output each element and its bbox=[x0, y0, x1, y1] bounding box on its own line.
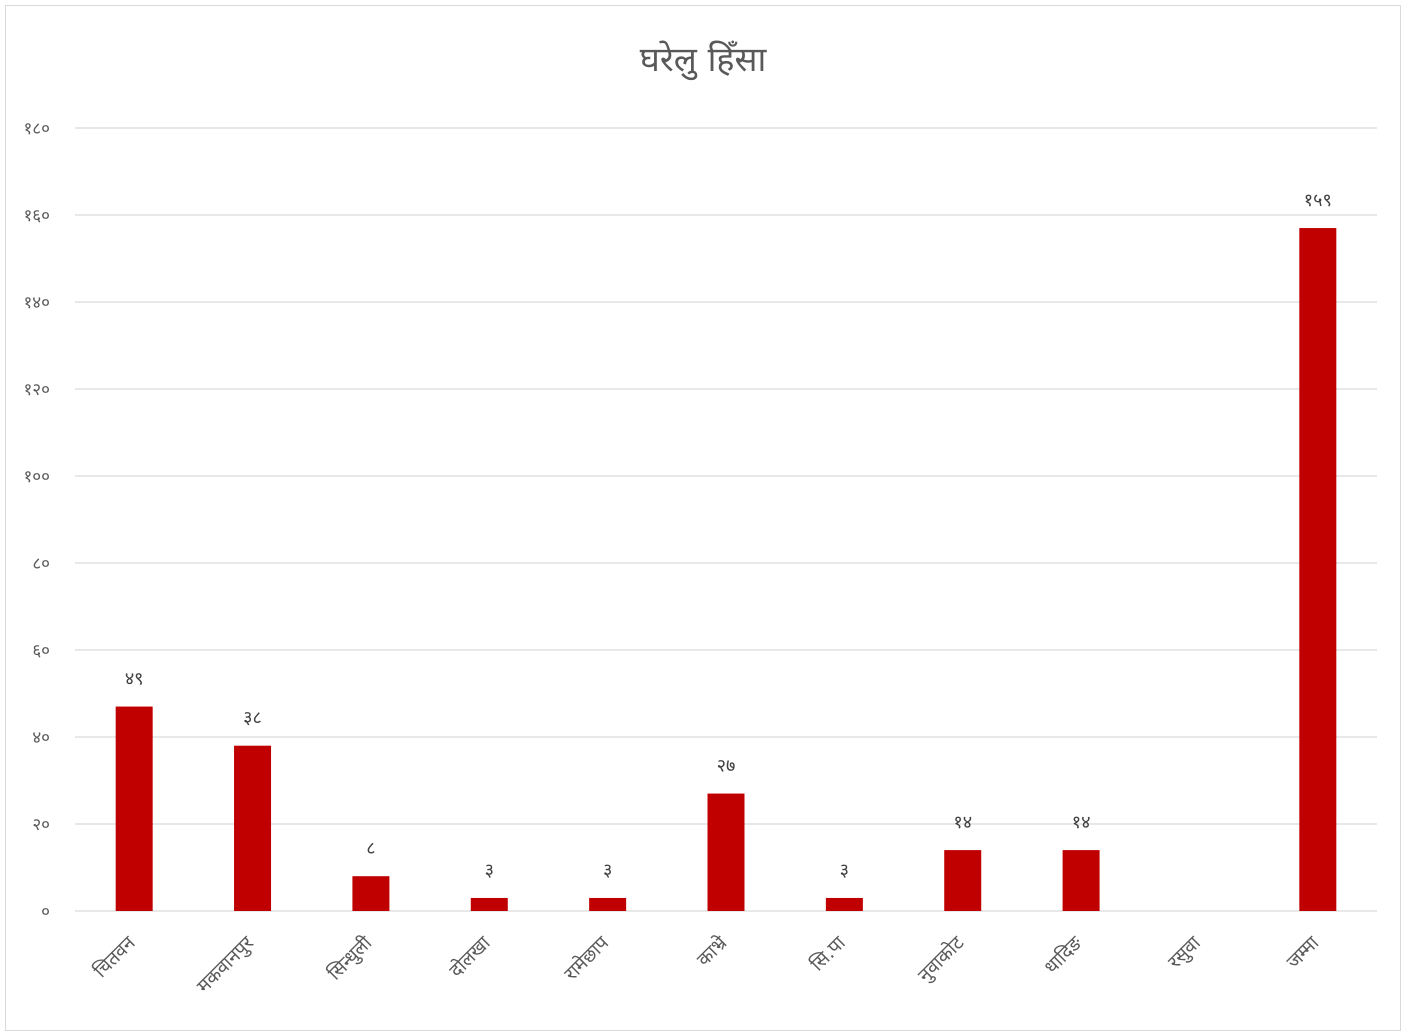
y-axis-tick-labels: ० २० ४० ६० ८० १०० १२० १४० १६० १८० bbox=[23, 119, 50, 922]
data-label: ३ bbox=[485, 860, 494, 881]
y-tick-label: २० bbox=[32, 815, 50, 835]
chart-title: घरेलु हिँसा bbox=[640, 40, 768, 81]
x-tick-label: रामेछाप bbox=[559, 930, 614, 985]
x-axis-tick-labels: चितवन मकवानपुर सिन्धुली दोलखा रामेछाप काभ्रे स… bbox=[89, 930, 1324, 998]
x-tick-label: सि.पा bbox=[806, 931, 851, 976]
data-label: ८ bbox=[366, 838, 375, 859]
y-tick-label: ८० bbox=[32, 554, 50, 574]
data-label: ३ bbox=[840, 860, 849, 881]
x-tick-label: धादिङ bbox=[1039, 931, 1087, 979]
data-label: ४९ bbox=[125, 669, 144, 690]
bar bbox=[707, 793, 745, 911]
bar bbox=[234, 745, 272, 911]
x-tick-label: काभ्रे bbox=[692, 931, 732, 971]
bar bbox=[825, 897, 863, 911]
bar bbox=[352, 876, 390, 911]
x-tick-label: जम्मा bbox=[1282, 931, 1324, 973]
data-labels: ४९ ३८ ८ ३ ३ २७ ३ १४ १४ १५९ bbox=[125, 190, 1332, 881]
y-tick-label: ६० bbox=[32, 641, 50, 661]
y-tick-label: ० bbox=[41, 902, 50, 922]
y-tick-label: १२० bbox=[23, 380, 50, 400]
x-tick-label: नुवाकोट bbox=[913, 931, 969, 987]
x-tick-label: चितवन bbox=[89, 931, 140, 982]
data-label: ३ bbox=[603, 860, 612, 881]
y-tick-label: १४० bbox=[23, 293, 50, 313]
x-tick-label: मकवानपुर bbox=[193, 931, 260, 998]
data-label: १४ bbox=[953, 812, 972, 833]
bar bbox=[1062, 850, 1100, 911]
y-tick-label: ४० bbox=[32, 728, 50, 748]
bar bbox=[115, 706, 153, 911]
y-tick-label: १८० bbox=[23, 119, 50, 139]
y-tick-label: १६० bbox=[23, 206, 50, 226]
bar bbox=[944, 850, 982, 911]
gridlines bbox=[75, 127, 1377, 912]
data-label: ३८ bbox=[243, 708, 262, 729]
x-tick-label: रसुवा bbox=[1164, 931, 1207, 974]
bar bbox=[1299, 228, 1337, 912]
y-tick-label: १०० bbox=[23, 467, 50, 487]
bar bbox=[589, 897, 627, 911]
bar bbox=[470, 897, 508, 911]
bars bbox=[115, 228, 1337, 912]
data-label: १४ bbox=[1072, 812, 1091, 833]
data-label: १५९ bbox=[1304, 190, 1332, 211]
data-label: २७ bbox=[717, 756, 736, 777]
x-tick-label: दोलखा bbox=[444, 931, 495, 982]
x-tick-label: सिन्धुली bbox=[323, 931, 378, 986]
